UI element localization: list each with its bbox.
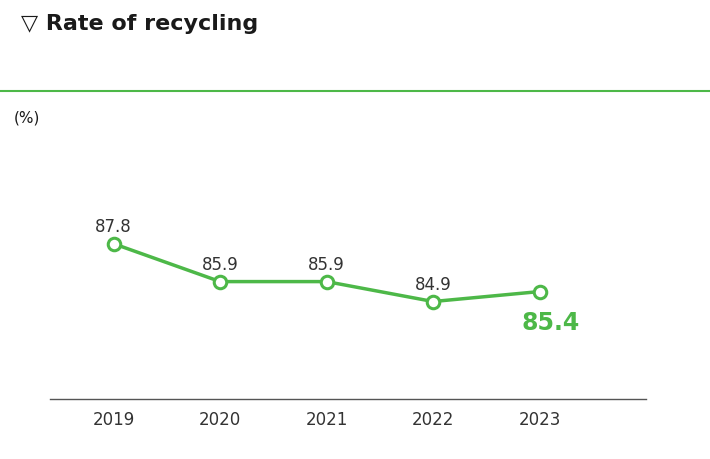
- Text: 84.9: 84.9: [415, 275, 452, 293]
- Text: (%): (%): [14, 110, 40, 125]
- Text: 85.4: 85.4: [521, 310, 579, 334]
- Text: 85.9: 85.9: [308, 255, 345, 273]
- Text: 87.8: 87.8: [95, 217, 132, 235]
- Text: 85.9: 85.9: [202, 255, 239, 273]
- Text: ▽ Rate of recycling: ▽ Rate of recycling: [21, 14, 258, 34]
